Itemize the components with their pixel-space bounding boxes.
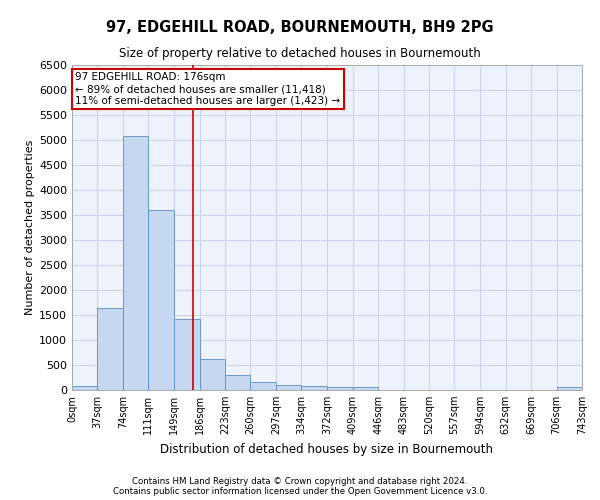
Bar bbox=[250, 382, 276, 390]
Bar bbox=[200, 359, 225, 390]
X-axis label: Distribution of detached houses by size in Bournemouth: Distribution of detached houses by size … bbox=[161, 442, 493, 456]
Text: Size of property relative to detached houses in Bournemouth: Size of property relative to detached ho… bbox=[119, 48, 481, 60]
Text: Contains HM Land Registry data © Crown copyright and database right 2024.: Contains HM Land Registry data © Crown c… bbox=[132, 478, 468, 486]
Y-axis label: Number of detached properties: Number of detached properties bbox=[25, 140, 35, 315]
Text: 97, EDGEHILL ROAD, BOURNEMOUTH, BH9 2PG: 97, EDGEHILL ROAD, BOURNEMOUTH, BH9 2PG bbox=[106, 20, 494, 35]
Bar bbox=[557, 386, 582, 390]
Bar bbox=[276, 384, 301, 390]
Text: Contains public sector information licensed under the Open Government Licence v3: Contains public sector information licen… bbox=[113, 487, 487, 496]
Bar bbox=[301, 386, 328, 390]
Bar bbox=[174, 319, 200, 390]
Bar bbox=[148, 210, 174, 390]
Text: 97 EDGEHILL ROAD: 176sqm
← 89% of detached houses are smaller (11,418)
11% of se: 97 EDGEHILL ROAD: 176sqm ← 89% of detach… bbox=[76, 72, 341, 106]
Bar bbox=[328, 387, 353, 390]
Bar bbox=[123, 136, 148, 390]
Bar bbox=[72, 386, 97, 390]
Bar bbox=[353, 387, 378, 390]
Bar bbox=[97, 308, 123, 390]
Bar bbox=[225, 375, 250, 390]
